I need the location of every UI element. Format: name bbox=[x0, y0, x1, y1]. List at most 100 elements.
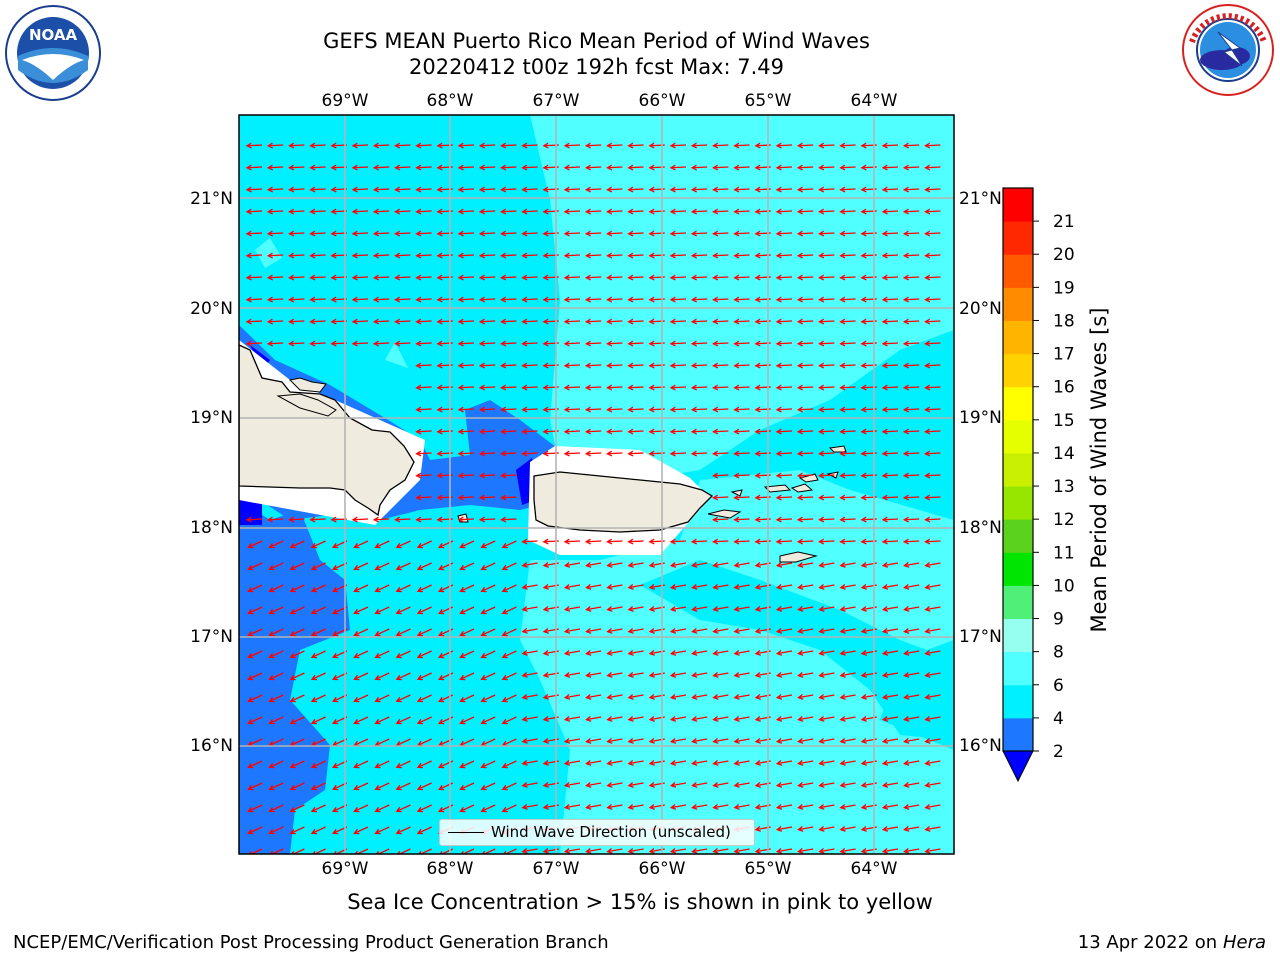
period-band-6-8 bbox=[530, 115, 954, 480]
wind-wave-arrow bbox=[733, 494, 750, 501]
wind-wave-arrow bbox=[881, 605, 899, 612]
wind-wave-arrow bbox=[585, 583, 602, 590]
wind-wave-arrow bbox=[415, 274, 432, 281]
puerto-rico-land bbox=[533, 471, 714, 533]
wind-wave-arrow bbox=[351, 186, 369, 193]
wind-wave-arrow bbox=[563, 561, 581, 568]
wind-wave-arrow bbox=[354, 848, 369, 854]
wind-wave-arrow bbox=[902, 274, 920, 281]
wind-wave-arrow bbox=[289, 584, 305, 593]
wind-wave-arrow bbox=[480, 584, 496, 593]
colorbar-segment bbox=[1003, 254, 1033, 288]
wind-wave-arrow bbox=[247, 716, 263, 725]
wind-wave-arrow bbox=[266, 318, 284, 325]
lat-tick-left: 18°N bbox=[190, 518, 233, 538]
wind-wave-arrow bbox=[310, 826, 326, 835]
wind-wave-arrow bbox=[627, 428, 644, 435]
wind-wave-arrow bbox=[353, 650, 369, 659]
wind-wave-arrow bbox=[691, 605, 708, 612]
wind-wave-arrow bbox=[351, 274, 369, 281]
wind-wave-arrow bbox=[415, 208, 432, 215]
wind-wave-arrow bbox=[733, 230, 750, 237]
wind-wave-arrow bbox=[521, 847, 538, 854]
wind-wave-arrow bbox=[627, 803, 644, 810]
wind-wave-arrow bbox=[712, 472, 729, 479]
wind-wave-arrow bbox=[268, 540, 284, 549]
wind-wave-arrow bbox=[796, 296, 814, 303]
wind-wave-arrow bbox=[585, 847, 602, 854]
wind-wave-arrow bbox=[521, 274, 538, 281]
wind-wave-arrow bbox=[288, 208, 305, 215]
wind-wave-arrow bbox=[351, 296, 369, 303]
wind-wave-arrow bbox=[372, 340, 390, 347]
wind-wave-arrow bbox=[459, 782, 475, 791]
wind-wave-arrow bbox=[584, 362, 602, 369]
wind-wave-arrow bbox=[245, 142, 263, 149]
wind-wave-arrow bbox=[501, 606, 517, 615]
wind-wave-arrow bbox=[733, 296, 750, 303]
wind-wave-arrow bbox=[903, 847, 920, 854]
wind-wave-arrow bbox=[775, 340, 793, 347]
wind-wave-arrow bbox=[818, 605, 835, 612]
wind-wave-arrow bbox=[268, 716, 284, 725]
wind-wave-arrow bbox=[416, 540, 432, 549]
wind-wave-arrow bbox=[796, 230, 814, 237]
wind-wave-arrow bbox=[818, 472, 835, 479]
wind-wave-arrow bbox=[416, 606, 432, 615]
wind-wave-arrow bbox=[902, 494, 920, 501]
wind-wave-arrow bbox=[416, 562, 432, 571]
wind-wave-arrow bbox=[501, 672, 517, 681]
wind-wave-arrow bbox=[500, 472, 517, 479]
wind-wave-arrow bbox=[268, 672, 284, 681]
wind-wave-arrow bbox=[606, 759, 623, 766]
wind-wave-arrow bbox=[289, 716, 305, 725]
wind-wave-arrow bbox=[903, 759, 920, 766]
wind-wave-arrow bbox=[247, 606, 263, 615]
wind-wave-arrow bbox=[796, 406, 814, 413]
wind-wave-arrow bbox=[500, 318, 517, 325]
wind-wave-arrow bbox=[310, 716, 326, 725]
wind-wave-arrow bbox=[394, 516, 411, 523]
wind-wave-arrow bbox=[690, 450, 708, 457]
wind-wave-arrow bbox=[924, 472, 941, 479]
wind-wave-arrow bbox=[606, 671, 623, 678]
colorbar-segment bbox=[1003, 717, 1033, 752]
wind-wave-arrow bbox=[690, 274, 708, 281]
wind-wave-arrow bbox=[903, 605, 920, 612]
wind-wave-arrow bbox=[733, 649, 750, 656]
wind-wave-arrow bbox=[627, 737, 644, 744]
wind-wave-arrow bbox=[606, 561, 623, 568]
wind-wave-arrow bbox=[691, 583, 708, 590]
wind-wave-arrow bbox=[395, 650, 411, 659]
wind-wave-arrow bbox=[459, 716, 475, 725]
wind-wave-arrow bbox=[797, 759, 814, 766]
wind-wave-arrow bbox=[457, 384, 475, 391]
wind-wave-arrow bbox=[457, 450, 475, 457]
wind-wave-arrow bbox=[881, 494, 899, 501]
wind-wave-arrow bbox=[796, 252, 814, 259]
wind-wave-arrow bbox=[585, 781, 602, 788]
wind-wave-arrow bbox=[712, 538, 729, 545]
wind-wave-arrow bbox=[839, 737, 856, 744]
wind-wave-arrow bbox=[924, 605, 941, 612]
svg-text:NOAA: NOAA bbox=[29, 26, 78, 44]
wind-wave-arrow bbox=[394, 296, 411, 303]
wind-wave-arrow bbox=[606, 715, 623, 722]
lat-tick-right: 20°N bbox=[959, 299, 1002, 319]
wind-wave-arrow bbox=[501, 716, 517, 725]
wind-wave-arrow bbox=[247, 628, 263, 637]
wind-wave-arrow bbox=[712, 164, 729, 171]
wind-wave-arrow bbox=[563, 450, 581, 457]
wind-wave-arrow bbox=[627, 186, 644, 193]
wind-wave-arrow bbox=[733, 516, 750, 523]
wind-wave-arrow bbox=[797, 693, 814, 700]
wind-wave-arrow bbox=[563, 583, 581, 590]
wind-wave-arrow bbox=[627, 362, 644, 369]
wind-wave-arrow bbox=[627, 142, 644, 149]
wind-wave-arrow bbox=[712, 428, 729, 435]
wind-wave-arrow bbox=[395, 540, 411, 549]
wind-wave-arrow bbox=[310, 562, 326, 571]
wind-wave-arrow bbox=[881, 759, 899, 766]
wind-wave-arrow bbox=[881, 164, 899, 171]
wind-wave-arrow bbox=[902, 230, 920, 237]
